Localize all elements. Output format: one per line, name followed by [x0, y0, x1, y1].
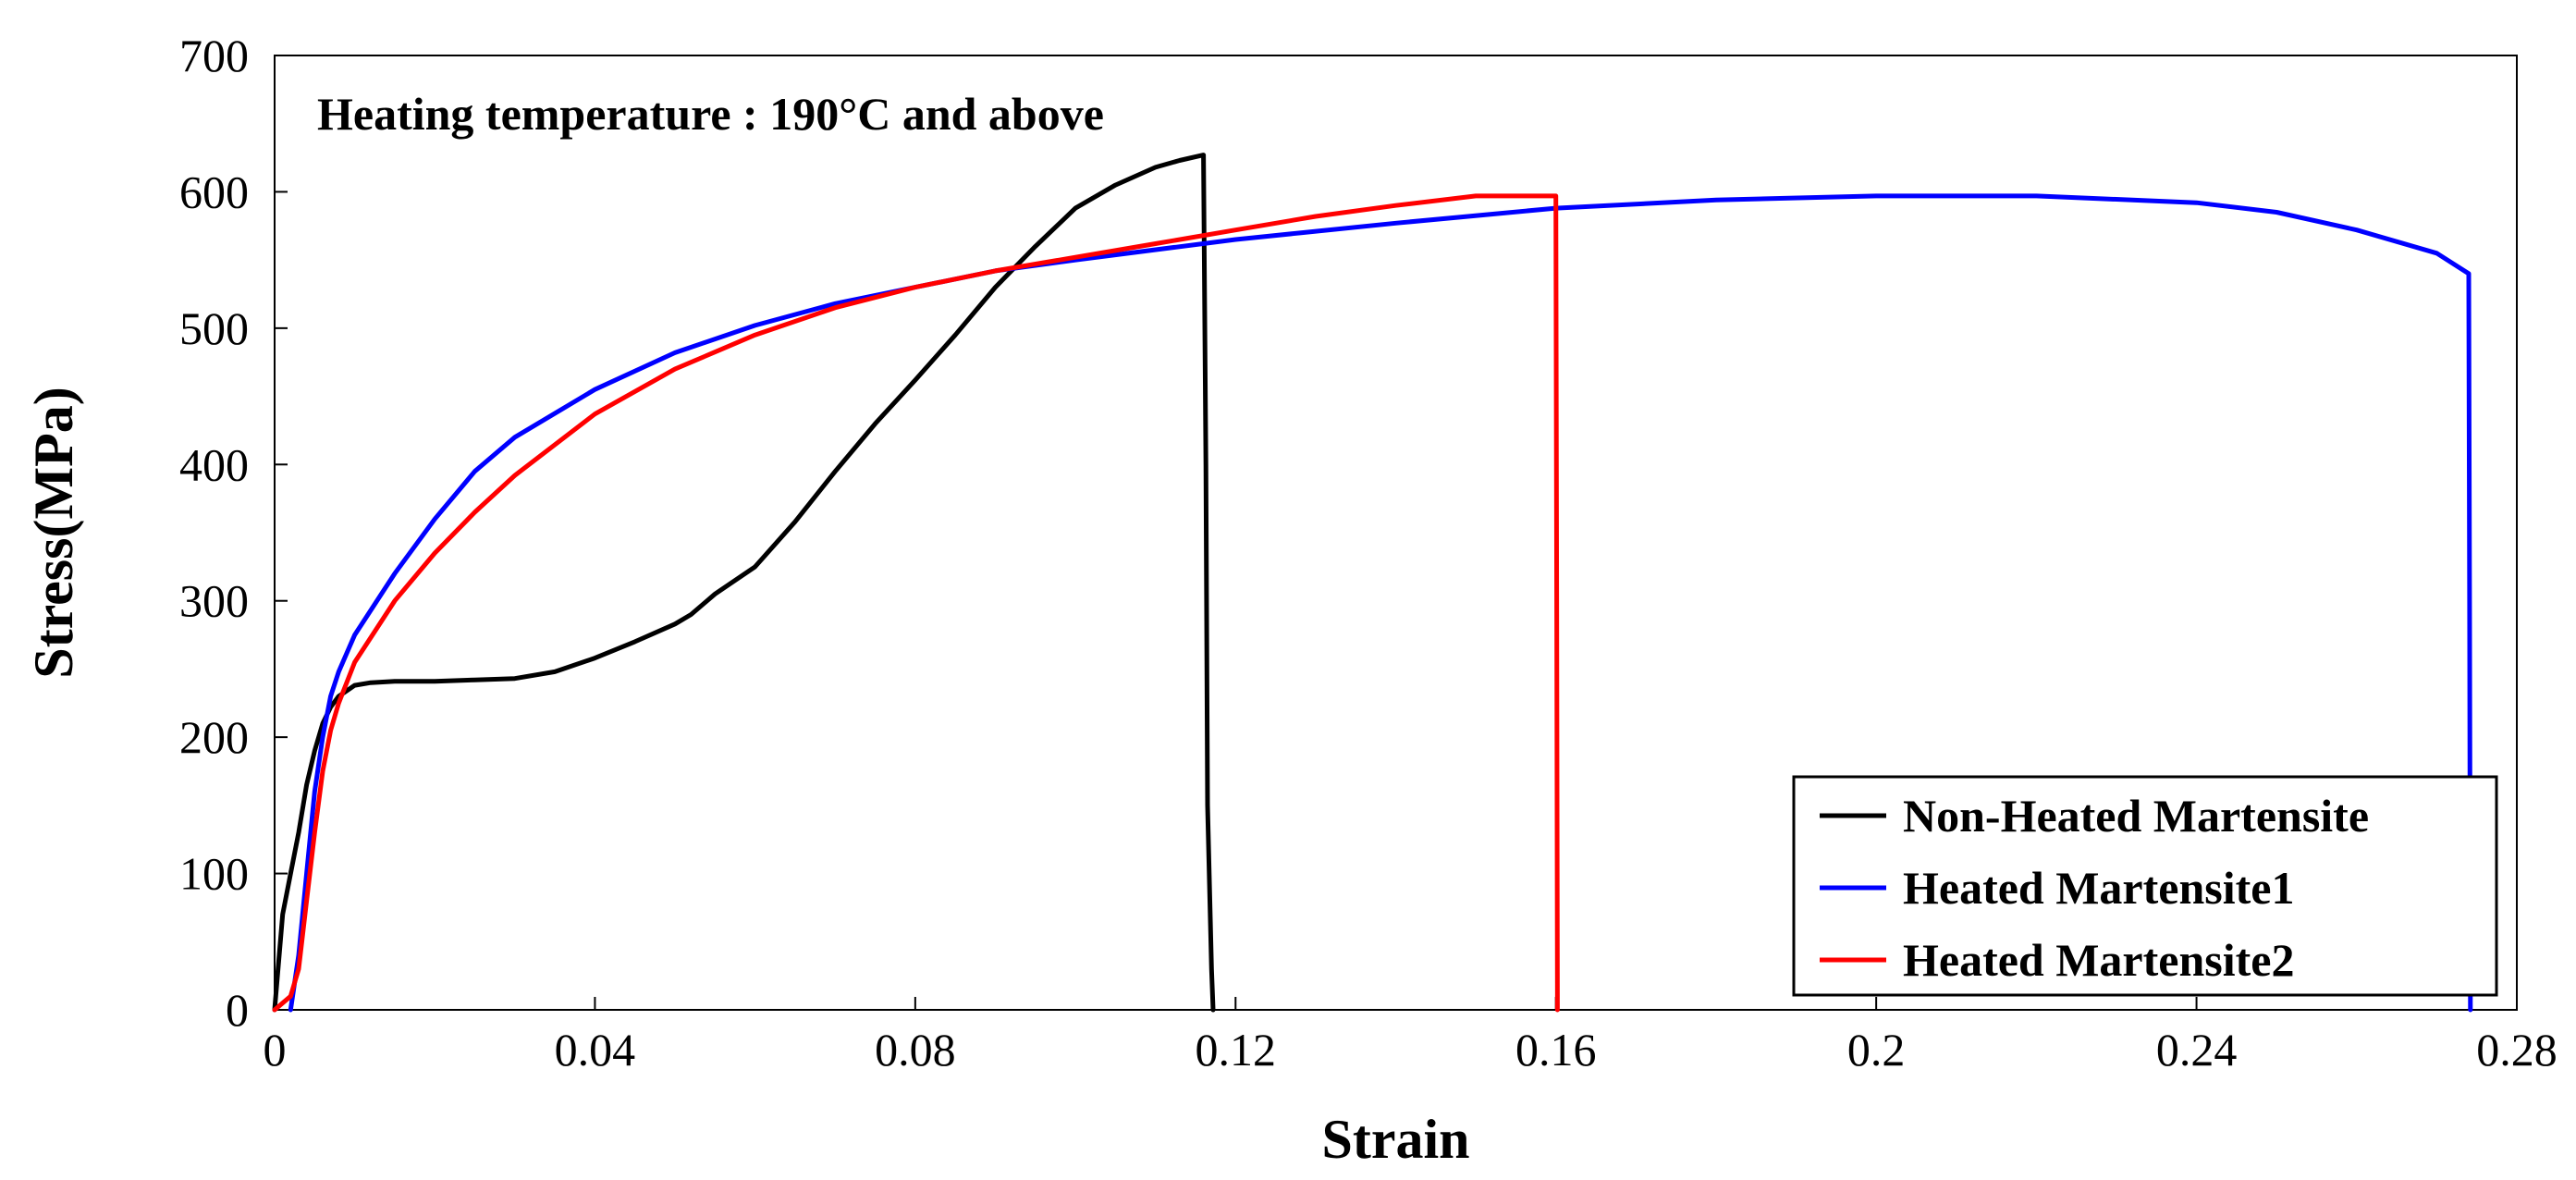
y-tick-label: 0	[226, 984, 249, 1036]
plot-area-frame	[274, 55, 2518, 1011]
series-line-heated-martensite2	[272, 193, 1560, 1013]
y-tick-label: 400	[179, 438, 249, 490]
legend: Non-Heated Martensite Heated Martensite1 H…	[1792, 775, 2498, 997]
x-tick-label: 0	[264, 1024, 287, 1076]
legend-label: Non-Heated Martensite	[1903, 790, 2369, 842]
heating-temperature-annotation: Heating temperature : 190°C and above	[317, 88, 1104, 140]
y-tick-label: 700	[179, 30, 249, 81]
y-tick-label: 300	[179, 575, 249, 627]
legend-label: Heated Martensite2	[1903, 934, 2294, 986]
series-line-non-heated-martensite	[272, 153, 1216, 1013]
x-tick-label: 0.24	[2156, 1024, 2238, 1076]
x-axis-title: Strain	[1321, 1109, 1469, 1170]
legend-label: Heated Martensite1	[1903, 862, 2294, 914]
y-tick-label: 100	[179, 848, 249, 900]
x-tick-label: 0.12	[1196, 1024, 1277, 1076]
x-tick-label: 0.16	[1515, 1024, 1597, 1076]
x-tick-label: 0.2	[1847, 1024, 1906, 1076]
x-tick-label: 0.08	[875, 1024, 956, 1076]
x-tick-label: 0.04	[555, 1024, 636, 1076]
legend-box	[1792, 775, 2498, 997]
y-tick-label: 600	[179, 166, 249, 217]
y-tick-label: 200	[179, 711, 249, 763]
y-tick-label: 500	[179, 302, 249, 354]
x-tick-label: 0.28	[2476, 1024, 2558, 1076]
y-axis-title: Stress(MPa)	[23, 387, 84, 678]
